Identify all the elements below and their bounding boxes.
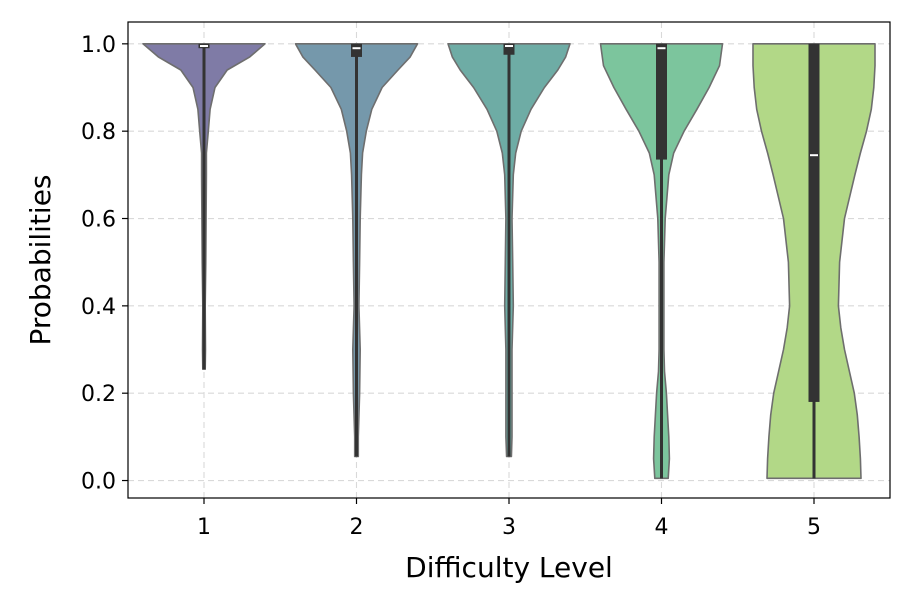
x-tick-label: 3: [502, 515, 516, 540]
y-tick-label: 0.0: [81, 470, 116, 495]
violin-group-level-4: [599, 43, 724, 480]
x-tick-label: 2: [350, 515, 364, 540]
y-tick-label: 1.0: [81, 33, 116, 58]
violin-group-level-1: [142, 43, 266, 370]
violin-iqr-box: [656, 43, 667, 160]
violin-iqr-box: [351, 43, 362, 57]
x-tick-label: 5: [807, 515, 821, 540]
y-tick-label: 0.4: [81, 295, 116, 320]
x-tick-label: 1: [197, 515, 211, 540]
violin-iqr-box: [503, 43, 515, 55]
y-tick-label: 0.8: [81, 120, 116, 145]
y-tick-label: 0.6: [81, 208, 116, 233]
x-tick-label: 4: [655, 515, 669, 540]
y-tick-label: 0.2: [81, 382, 116, 407]
y-axis-label: Probabilities: [24, 174, 57, 345]
violin-iqr-box: [808, 43, 820, 402]
violins: [142, 43, 876, 480]
axes: 0.0 0.2 0.4 0.6 0.8 1.0 1 2 3 4 5: [81, 33, 821, 540]
violin-group-level-2: [294, 43, 419, 458]
x-axis-label: Difficulty Level: [405, 551, 613, 584]
violin-group-level-3: [447, 43, 571, 458]
violin-group-level-5: [752, 43, 876, 480]
